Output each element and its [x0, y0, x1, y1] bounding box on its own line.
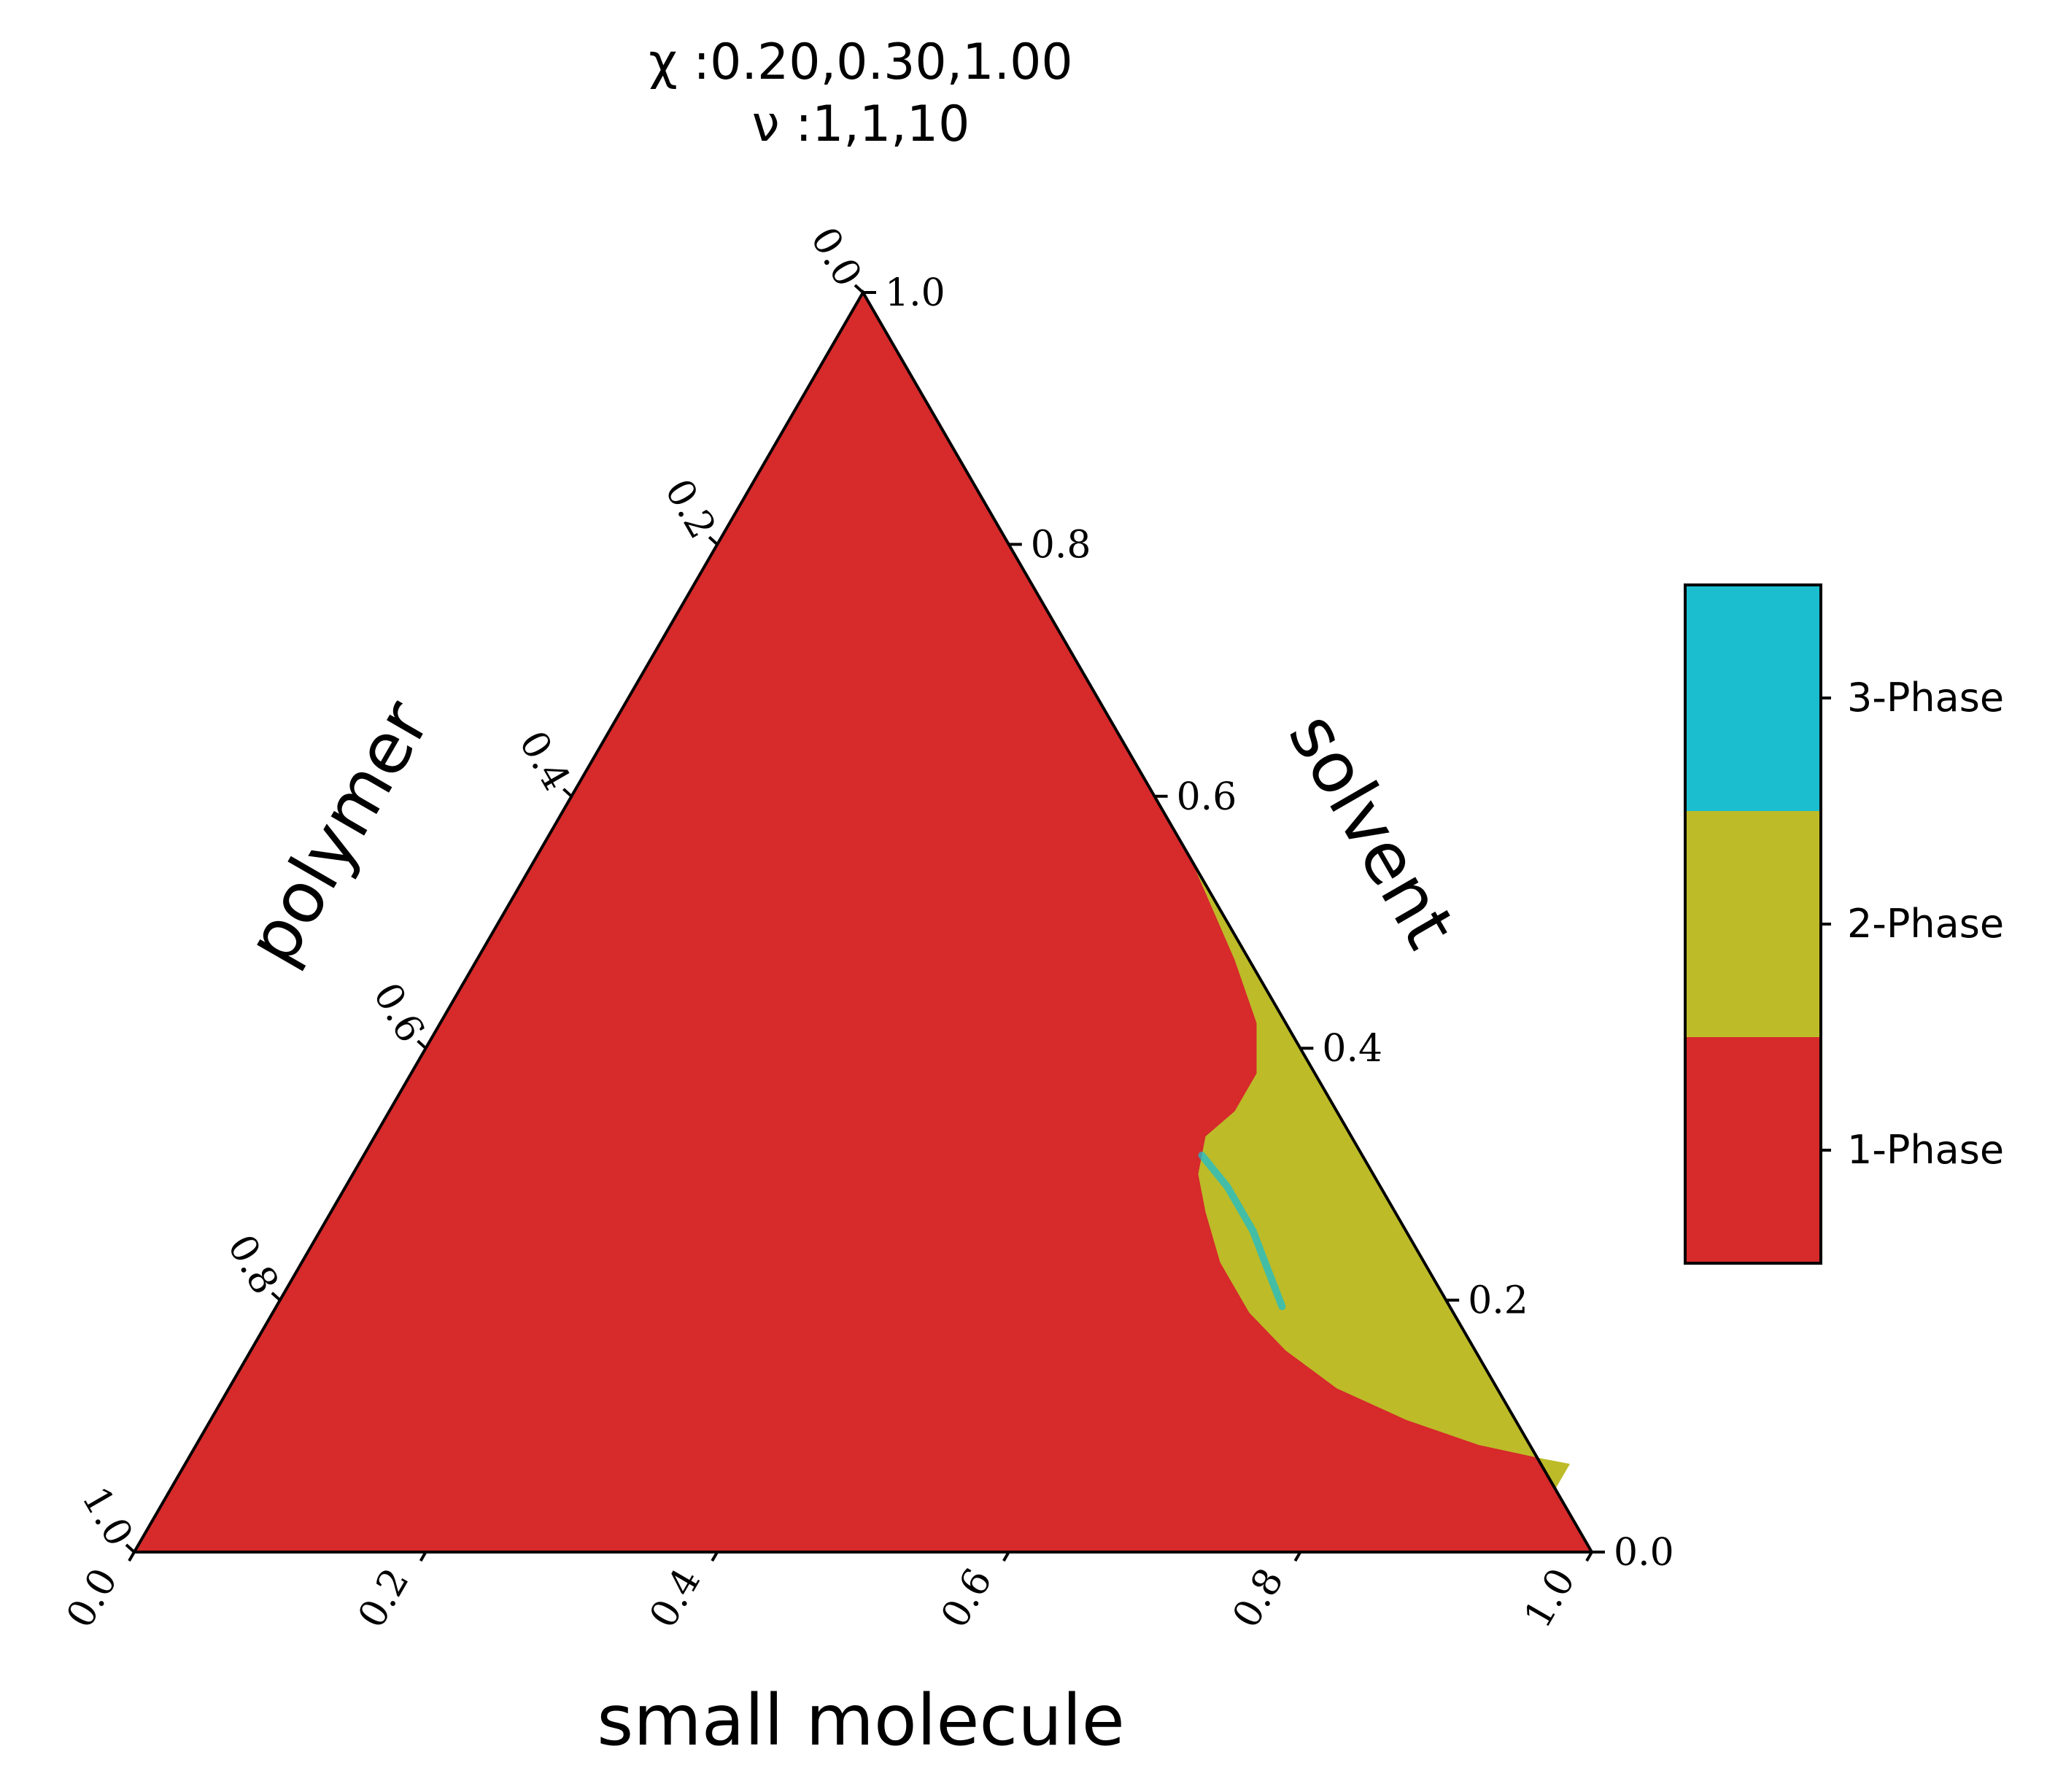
bottom-tick-label: 0.6	[933, 1562, 1001, 1636]
bottom-tick-label: 0.2	[350, 1562, 418, 1636]
bottom-tick-label: 0.4	[641, 1562, 709, 1636]
bottom-tick-label: 0.0	[58, 1562, 126, 1636]
right-tick-label: 1.0	[885, 271, 945, 315]
left-tick-mark	[271, 1292, 282, 1302]
colorbar-label: 2-Phase	[1847, 901, 2004, 947]
left-tick-mark	[417, 1039, 427, 1050]
bottom-tick-mark	[1585, 1551, 1593, 1562]
axis-label-small-molecule: small molecule	[597, 1680, 1125, 1761]
bottom-tick-mark	[128, 1551, 136, 1562]
left-tick-mark	[708, 535, 719, 546]
ternary-triangle-outline	[131, 290, 1595, 1554]
left-tick-label: 0.4	[510, 724, 578, 798]
bottom-tick-mark	[1002, 1551, 1010, 1562]
bottom-tick-mark	[419, 1551, 427, 1562]
right-tick-label: 0.8	[1031, 523, 1091, 567]
left-tick-mark	[125, 1543, 136, 1554]
bottom-tick-label: 0.8	[1224, 1562, 1292, 1636]
bottom-axis-ticks: 0.0 0.2 0.4 0.6 0.8 1.0	[58, 1551, 1593, 1636]
colorbar-label: 1-Phase	[1847, 1127, 2004, 1173]
right-tick-label: 0.4	[1322, 1027, 1382, 1071]
bottom-tick-mark	[1293, 1551, 1302, 1562]
left-tick-mark	[854, 284, 864, 294]
title-line-chi: χ :0.20,0.30,1.00	[649, 34, 1072, 91]
axis-label-solvent: solvent	[1273, 699, 1471, 961]
colorbar-swatch-3-phase	[1685, 585, 1821, 811]
chart-title: χ :0.20,0.30,1.00 ν :1,1,10	[649, 34, 1072, 153]
title-line-nu: ν :1,1,10	[752, 96, 970, 153]
bottom-tick-label: 1.0	[1516, 1562, 1584, 1636]
colorbar-label: 3-Phase	[1847, 675, 2004, 721]
bottom-tick-mark	[711, 1551, 719, 1562]
right-tick-label: 0.0	[1614, 1531, 1674, 1575]
colorbar: 3-Phase 2-Phase 1-Phase	[1684, 583, 2004, 1265]
left-tick-label: 0.2	[656, 472, 724, 546]
axis-label-polymer: polymer	[231, 687, 446, 978]
colorbar-swatch-2-phase	[1685, 811, 1821, 1037]
right-tick-label: 0.2	[1468, 1279, 1528, 1323]
left-tick-label: 0.0	[802, 220, 870, 295]
three-phase-region	[1198, 1152, 1286, 1311]
two-phase-region	[1191, 859, 1570, 1489]
left-tick-label: 0.8	[219, 1227, 287, 1302]
left-tick-label: 0.6	[365, 976, 433, 1050]
right-axis-ticks: 0.0 0.2 0.4 0.6 0.8 1.0	[863, 271, 1674, 1575]
left-tick-label: 1.0	[73, 1480, 141, 1554]
right-tick-label: 0.6	[1177, 775, 1237, 819]
colorbar-frame	[1684, 583, 1822, 1265]
colorbar-swatch-1-phase	[1685, 1037, 1821, 1263]
left-tick-mark	[562, 788, 573, 798]
